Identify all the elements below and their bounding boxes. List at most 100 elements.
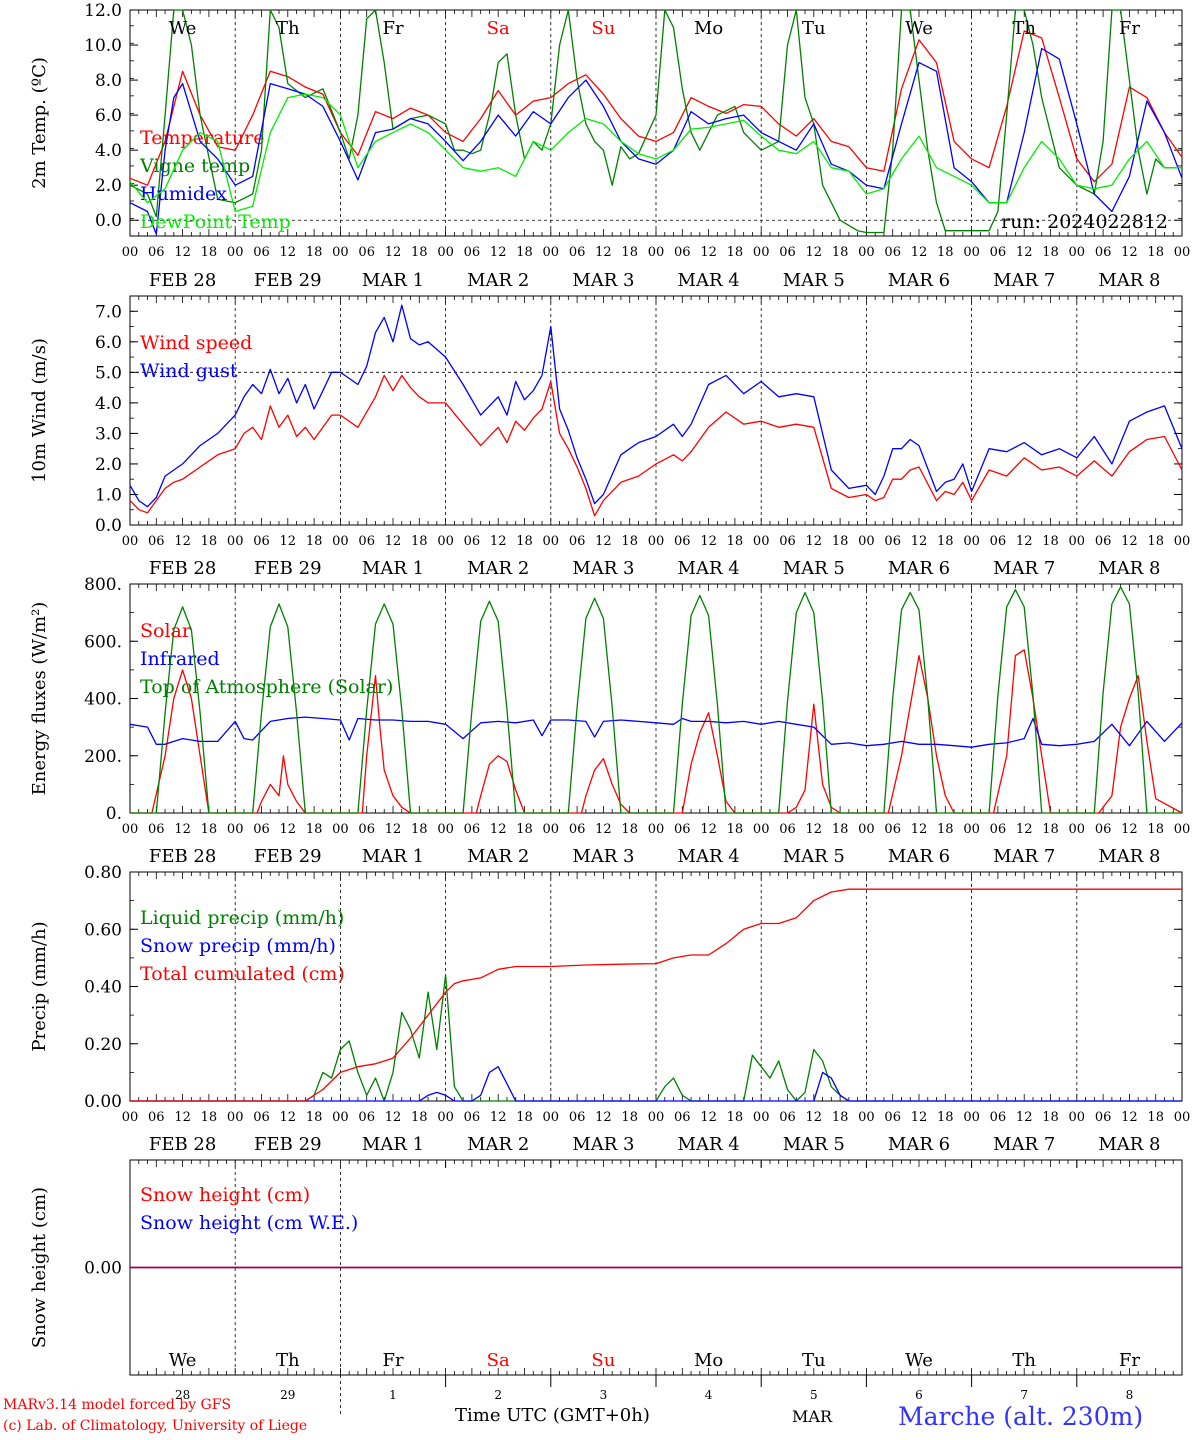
y-tick-label: 12.0 <box>84 1 122 21</box>
hour-label: 18 <box>516 1110 533 1125</box>
hour-label: 00 <box>543 822 560 837</box>
hour-label: 00 <box>122 822 139 837</box>
hour-label: 00 <box>1174 245 1191 260</box>
day-label: MAR 6 <box>888 1134 950 1155</box>
hour-label: 12 <box>595 1110 612 1125</box>
day-label: FEB 29 <box>254 1134 321 1155</box>
hour-label: 12 <box>911 822 928 837</box>
hour-label: 12 <box>1016 245 1033 260</box>
hour-label: 06 <box>569 245 586 260</box>
hour-label: 00 <box>122 245 139 260</box>
weekday-label-top: We <box>169 18 197 39</box>
hour-label: 18 <box>937 1110 954 1125</box>
day-number-label: 6 <box>915 1388 923 1402</box>
hour-label: 00 <box>437 822 454 837</box>
hour-label: 12 <box>490 245 507 260</box>
hour-label: 06 <box>1095 534 1112 549</box>
day-number-label: 2 <box>494 1388 502 1402</box>
hour-label: 18 <box>411 534 428 549</box>
legend-entry: Wind speed <box>140 332 252 354</box>
day-label: MAR 6 <box>888 846 950 867</box>
day-number-label: 8 <box>1126 1388 1134 1402</box>
hour-label: 00 <box>332 1110 349 1125</box>
day-label: MAR 7 <box>993 846 1055 867</box>
hour-label: 00 <box>122 534 139 549</box>
hour-label: 12 <box>806 534 823 549</box>
day-label: MAR 5 <box>783 558 845 579</box>
day-number-label: 1 <box>389 1388 397 1402</box>
hour-label: 18 <box>306 822 323 837</box>
hour-label: 00 <box>963 245 980 260</box>
hour-label: 00 <box>227 245 244 260</box>
series-line-blue <box>130 1066 1182 1102</box>
hour-label: 00 <box>1069 245 1086 260</box>
day-label: MAR 5 <box>783 1134 845 1155</box>
weekday-label-bottom: Fr <box>1119 1350 1140 1371</box>
hour-label: 00 <box>227 1110 244 1125</box>
legend-entry: Snow height (cm W.E.) <box>140 1212 358 1234</box>
hour-label: 18 <box>621 1110 638 1125</box>
day-label: MAR 4 <box>678 846 740 867</box>
hour-label: 18 <box>621 822 638 837</box>
y-tick-label: 4.0 <box>95 141 122 161</box>
hour-label: 06 <box>779 822 796 837</box>
y-tick-label: 800. <box>84 575 122 595</box>
hour-label: 12 <box>1121 245 1138 260</box>
hour-label: 06 <box>674 1110 691 1125</box>
hour-label: 12 <box>385 1110 402 1125</box>
series-line-red <box>130 888 1182 1102</box>
day-label: MAR 4 <box>678 270 740 291</box>
hour-label: 18 <box>1147 245 1164 260</box>
hour-label: 00 <box>332 245 349 260</box>
day-label: FEB 29 <box>254 270 321 291</box>
hour-label: 12 <box>1016 534 1033 549</box>
hour-label: 18 <box>411 1110 428 1125</box>
hour-label: 00 <box>332 822 349 837</box>
weekday-label-bottom: Th <box>1012 1350 1036 1371</box>
y-tick-label: 3.0 <box>95 424 122 444</box>
day-label: MAR 2 <box>467 270 529 291</box>
weekday-label-top: Th <box>1012 18 1036 39</box>
hour-label: 00 <box>1069 534 1086 549</box>
day-label: MAR 1 <box>362 846 424 867</box>
hour-label: 06 <box>569 822 586 837</box>
day-label: MAR 8 <box>1098 1134 1160 1155</box>
hour-label: 00 <box>543 1110 560 1125</box>
hour-label: 00 <box>1069 822 1086 837</box>
hour-label: 00 <box>648 245 665 260</box>
hour-label: 00 <box>753 245 770 260</box>
day-label: MAR 8 <box>1098 270 1160 291</box>
station-label: Marche (alt. 230m) <box>898 1402 1144 1431</box>
y-tick-label: 0.0 <box>95 516 122 536</box>
hour-label: 06 <box>1095 1110 1112 1125</box>
run-label: run: 2024022812 <box>1001 211 1168 233</box>
series-line-red <box>130 649 1183 814</box>
hour-label: 06 <box>884 245 901 260</box>
hour-label: 12 <box>280 822 297 837</box>
hour-label: 00 <box>858 245 875 260</box>
hour-label: 06 <box>148 245 165 260</box>
legend-entry: Total cumulated (cm) <box>140 963 345 985</box>
hour-label: 00 <box>227 822 244 837</box>
hour-label: 12 <box>806 245 823 260</box>
y-tick-label: 0. <box>106 804 122 824</box>
hour-label: 18 <box>516 822 533 837</box>
hour-label: 00 <box>858 534 875 549</box>
day-number-label: 3 <box>600 1388 608 1402</box>
y-tick-label: 600. <box>84 632 122 652</box>
y-axis-label: 10m Wind (m/s) <box>29 338 50 483</box>
hour-label: 12 <box>280 1110 297 1125</box>
hour-label: 12 <box>700 245 717 260</box>
y-tick-label: 4.0 <box>95 394 122 414</box>
legend-entry: Infrared <box>140 648 220 670</box>
hour-label: 18 <box>411 822 428 837</box>
day-label: MAR 4 <box>678 558 740 579</box>
hour-label: 00 <box>543 245 560 260</box>
hour-label: 00 <box>753 534 770 549</box>
day-number-label: 4 <box>705 1388 713 1402</box>
weekday-label-top: Fr <box>1119 18 1140 39</box>
hour-label: 06 <box>779 534 796 549</box>
hour-label: 06 <box>674 822 691 837</box>
y-tick-label: 200. <box>84 747 122 767</box>
